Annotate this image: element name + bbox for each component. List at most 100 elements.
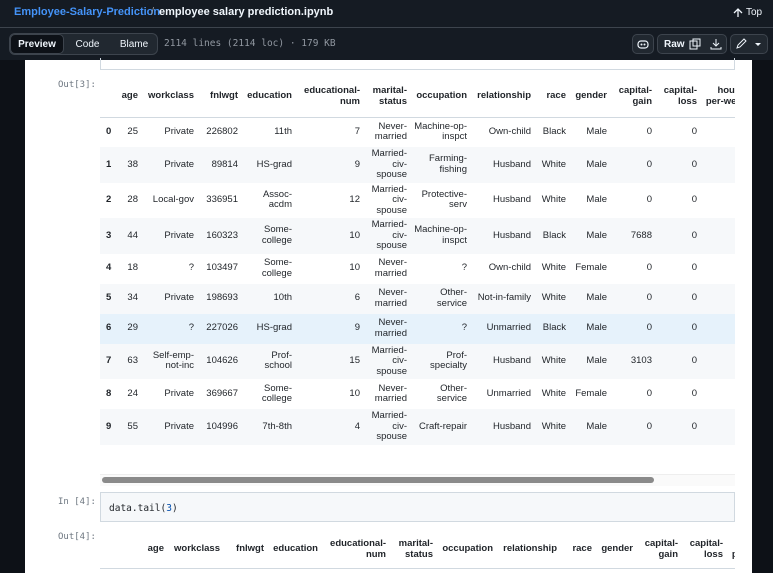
row-index: 0 <box>106 126 112 137</box>
cell: Private <box>164 126 194 137</box>
cell: Male <box>570 283 611 314</box>
column-header: capital-loss <box>656 75 701 118</box>
cell: Some-college <box>242 218 296 254</box>
cell: Farming-fishing <box>411 147 471 183</box>
cell: Never-married <box>364 313 411 344</box>
cell: ? <box>188 262 194 274</box>
cell: Husband <box>492 194 531 205</box>
cell: Male <box>586 126 607 137</box>
code-cell[interactable]: data.tail(3) <box>100 492 735 522</box>
cell: 0 <box>656 283 701 314</box>
cell: Husband <box>471 147 535 183</box>
download-icon[interactable] <box>710 38 722 50</box>
cell: 40 <box>701 379 735 409</box>
column-header: hours-per-week <box>701 75 735 118</box>
cell: 103497 <box>206 262 238 274</box>
cell: 28 <box>127 194 138 205</box>
raw-group: Raw <box>657 34 727 54</box>
header-row: age workclass fnlwgt education educational-n… <box>100 75 735 118</box>
cell: 0 <box>611 313 656 344</box>
cell: White <box>541 387 566 399</box>
cell: 7th-8th <box>242 409 296 445</box>
column-header: capital-loss <box>682 530 727 569</box>
top-icon <box>733 8 743 17</box>
cell: 160323 <box>198 218 242 254</box>
column-header: gender <box>596 530 637 569</box>
cell: 50 <box>701 147 735 183</box>
column-header: education <box>242 75 296 118</box>
edit-icon <box>736 38 761 49</box>
cell: ? <box>461 262 467 274</box>
row: 1 38 Private 89814 HS-grad 9 Married-civ-spous… <box>100 147 735 183</box>
tab[interactable]: Preview <box>10 34 64 54</box>
cell: Married-civ-spouse <box>364 343 411 379</box>
top-link[interactable]: Top <box>746 7 763 18</box>
cell: 0 <box>691 387 697 399</box>
cell: Male <box>570 147 611 183</box>
cell: Male <box>586 194 607 205</box>
dataframe: age workclass fnlwgt education educational-n… <box>100 75 735 445</box>
cell: 40 <box>701 313 735 344</box>
table: age workclass fnlwgt education educational-n… <box>100 530 735 569</box>
table-head: age workclass fnlwgt education educational-n… <box>100 530 735 569</box>
cell: HS-grad <box>242 313 296 344</box>
prompt: Out[3]: <box>58 80 96 90</box>
tab[interactable]: Blame <box>119 38 149 50</box>
cell: Male <box>570 343 611 379</box>
cell: 0 <box>656 343 701 379</box>
tab[interactable]: Code <box>75 38 100 50</box>
cell: 38 <box>118 147 142 183</box>
copilot-button[interactable] <box>632 34 654 54</box>
row-index: 4 <box>106 262 112 274</box>
column-header: gender <box>570 75 611 118</box>
column-header: occupation <box>411 75 471 118</box>
copy-icon[interactable] <box>689 38 701 50</box>
cell: 25 <box>127 126 138 137</box>
cell: 0 <box>656 409 701 445</box>
cell: Assoc-acdm <box>262 188 292 211</box>
previous-cell <box>100 58 735 70</box>
cell: 4 <box>296 409 364 445</box>
cell: 6 <box>296 283 364 314</box>
column-header: age <box>144 530 168 569</box>
cell: 0 <box>646 262 652 274</box>
column-header: hours-per-week <box>727 530 735 569</box>
scroll-thumb[interactable] <box>102 477 654 483</box>
repo-link[interactable]: Employee-Salary-Prediction <box>14 6 161 18</box>
raw-button[interactable]: Raw <box>664 38 685 50</box>
cell: White <box>535 283 570 314</box>
edit-group[interactable] <box>730 34 768 54</box>
cell: White <box>535 147 570 183</box>
cell: 3103 <box>611 343 656 379</box>
cell: Husband <box>471 218 535 254</box>
row: 0 25 Private 226802 11th 7 Never-married Machin… <box>100 117 735 147</box>
cell: Male <box>570 313 611 344</box>
cell: 0 <box>656 147 701 183</box>
row-index: 6 <box>100 313 118 344</box>
cell: 0 <box>656 218 701 254</box>
cell: HS-grad <box>242 147 296 183</box>
cell: 15 <box>296 343 364 379</box>
cell: 11th <box>274 126 292 137</box>
cell: 104626 <box>198 343 242 379</box>
column-header: race <box>561 530 596 569</box>
column-header: race <box>535 75 570 118</box>
cell: 9 <box>296 147 364 183</box>
cell: 336951 <box>206 194 238 205</box>
row-index: 1 <box>100 147 118 183</box>
cell: 0 <box>646 387 652 399</box>
cell: Not-in-family <box>471 283 535 314</box>
scrollbar[interactable] <box>100 474 735 486</box>
cell: Own-child <box>488 126 531 137</box>
cell: 63 <box>118 343 142 379</box>
cell: Unmarried <box>486 387 531 399</box>
column-header: educational-num <box>296 75 364 118</box>
code: ) <box>171 503 178 514</box>
table-body: 0 25 Private 226802 11th 7 Never-married Machin… <box>100 117 735 445</box>
cell: 0 <box>691 194 697 205</box>
column-header: marital-status <box>364 75 411 118</box>
cell: Never-married <box>374 120 407 143</box>
cell: White <box>541 194 566 205</box>
column-header: fnlwgt <box>198 75 242 118</box>
